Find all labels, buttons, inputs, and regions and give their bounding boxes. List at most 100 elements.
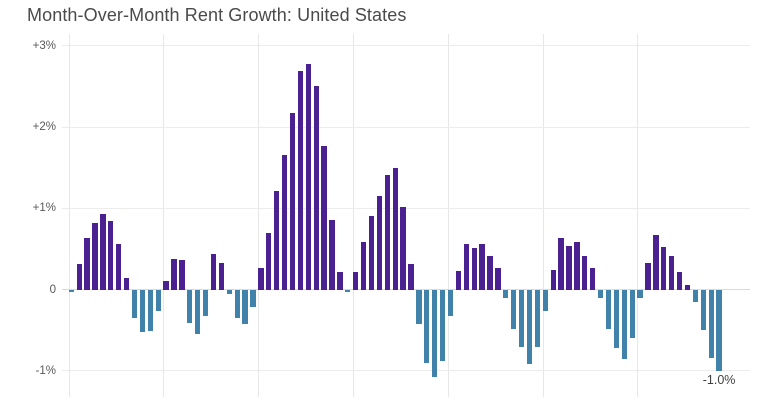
y-axis-label: +1% — [32, 202, 56, 215]
bar-positive — [218, 262, 225, 290]
bar-positive — [487, 256, 493, 290]
bar-positive — [676, 272, 683, 290]
bar-negative — [195, 289, 201, 335]
bar-positive — [84, 237, 90, 290]
gridline-2pct — [62, 126, 750, 128]
bar-negative — [416, 289, 422, 325]
bar-negative — [637, 289, 643, 298]
bar-negative — [424, 289, 430, 364]
bar-negative — [187, 289, 193, 323]
bar-positive — [550, 270, 556, 290]
gridline-3pct — [62, 45, 750, 47]
year-gridline — [163, 34, 165, 397]
bar-positive — [653, 235, 659, 290]
year-gridline — [447, 34, 449, 397]
bar-negative — [511, 289, 517, 330]
bar-negative — [613, 289, 620, 348]
bar-positive — [376, 196, 383, 290]
bar-positive — [321, 145, 327, 290]
bar-negative — [250, 289, 256, 308]
gridline--1pct — [62, 370, 750, 372]
bar-positive — [582, 256, 588, 290]
bar-negative — [692, 289, 699, 302]
bar-positive — [289, 113, 296, 290]
bar-positive — [574, 242, 580, 290]
bar-positive — [313, 85, 319, 290]
bar-positive — [495, 267, 501, 290]
year-gridline — [637, 34, 639, 397]
bar-negative — [700, 289, 706, 331]
bar-positive — [100, 213, 106, 290]
gridline-0pct — [62, 289, 750, 290]
bar-positive — [329, 219, 335, 290]
bar-negative — [597, 289, 604, 299]
bar-negative — [542, 289, 548, 311]
bar-negative — [629, 289, 635, 339]
bar-negative — [526, 289, 533, 365]
bar-negative — [234, 289, 240, 318]
bar-positive — [645, 262, 651, 290]
bar-negative — [716, 289, 722, 371]
bar-negative — [605, 289, 612, 330]
bar-positive — [661, 247, 667, 290]
y-axis-label: +2% — [32, 121, 56, 133]
bar-negative — [518, 289, 525, 348]
bar-positive — [305, 63, 311, 290]
bar-positive — [76, 264, 82, 290]
bar-positive — [281, 155, 288, 290]
bar-positive — [123, 278, 130, 290]
bar-positive — [116, 244, 122, 290]
bar-positive — [274, 191, 280, 290]
bar-negative — [68, 289, 74, 292]
bar-positive — [455, 270, 462, 290]
bar-negative — [708, 289, 714, 358]
bar-negative — [432, 289, 438, 378]
bar-positive — [266, 232, 272, 290]
bar-negative — [621, 289, 627, 359]
bar-positive — [171, 258, 177, 290]
bar-negative — [439, 289, 446, 361]
bar-positive — [92, 222, 98, 290]
bar-negative — [242, 289, 248, 324]
bar-negative — [226, 289, 232, 294]
bar-positive — [669, 256, 675, 290]
bar-positive — [108, 221, 114, 290]
bar-positive — [408, 263, 414, 290]
bar-negative — [447, 289, 454, 316]
bar-positive — [258, 267, 264, 290]
bar-negative — [155, 289, 161, 311]
bar-positive — [210, 253, 217, 290]
bar-positive — [566, 245, 572, 290]
bar-negative — [503, 289, 509, 299]
y-axis-label: -1% — [35, 364, 56, 377]
bar-positive — [684, 285, 691, 290]
chart-title: Month-Over-Month Rent Growth: United Sta… — [27, 5, 407, 25]
bar-positive — [179, 260, 185, 290]
bar-positive — [384, 174, 390, 290]
year-gridline — [542, 34, 544, 397]
bar-negative — [534, 289, 541, 348]
bar-positive — [163, 281, 169, 290]
bar-positive — [337, 272, 343, 290]
bar-positive — [400, 206, 406, 290]
bar-negative — [139, 289, 146, 332]
bar-negative — [345, 289, 351, 292]
bar-positive — [479, 244, 485, 290]
bar-positive — [353, 271, 359, 290]
y-axis-label: 0 — [49, 283, 56, 296]
bar-positive — [463, 244, 469, 290]
bar-positive — [471, 248, 477, 290]
last-value-annotation: -1.0% — [702, 373, 736, 387]
bar-positive — [368, 216, 375, 290]
gridline-1pct — [62, 207, 750, 209]
y-axis-label: +3% — [32, 39, 56, 52]
bar-negative — [202, 289, 209, 316]
bar-positive — [360, 242, 367, 290]
bar-negative — [131, 289, 138, 318]
bar-positive — [297, 70, 304, 290]
bar-positive — [590, 268, 596, 290]
bar-negative — [147, 289, 153, 331]
bar-positive — [558, 238, 564, 290]
